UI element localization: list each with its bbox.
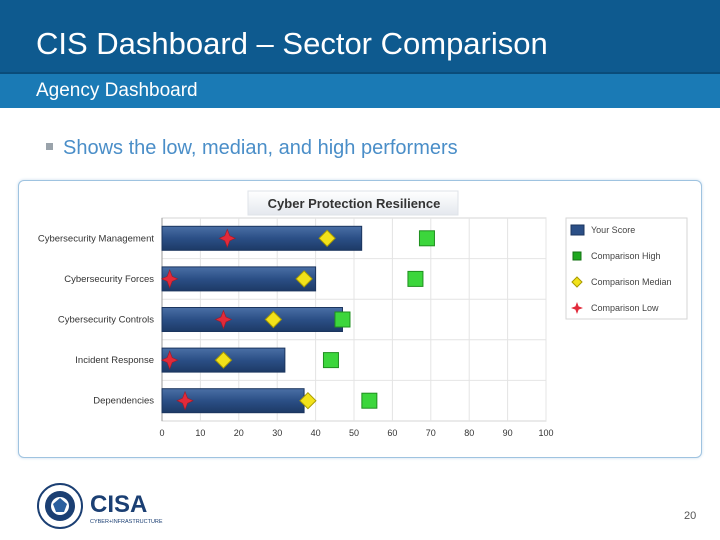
legend-box (565, 217, 688, 320)
legend-icon-comparison-median (571, 276, 583, 288)
chart-legend: Your Score Comparison High Comparison Medi… (565, 217, 688, 320)
marker-comparison-low (160, 350, 179, 370)
y-category-label: Dependencies (93, 396, 154, 407)
marker-comparison-low (176, 390, 194, 411)
x-tick-label: 60 (387, 428, 397, 438)
marker-comparison-median (264, 310, 283, 329)
bullet-text: Shows the low, median, and high performe… (63, 137, 458, 159)
y-category-label: Incident Response (75, 355, 154, 366)
y-category-label: Cybersecurity Management (38, 233, 155, 244)
cisa-logo: CISA CYBER+INFRASTRUCTURE (36, 482, 166, 535)
y-category-label: Cybersecurity Controls (58, 315, 154, 326)
chart-title: Cyber Protection Resilience (268, 196, 441, 211)
x-tick-label: 70 (426, 428, 436, 438)
marker-comparison-median (295, 270, 313, 288)
bar-chart: Cyber Protection Resilience 0 10 20 30 40 50 6… (38, 190, 688, 438)
cisa-subtext: CYBER+INFRASTRUCTURE (90, 519, 163, 525)
bar-your-score (161, 266, 317, 292)
slide-subtitle: Agency Dashboard (36, 80, 198, 101)
marker-comparison-high (322, 352, 339, 369)
marker-comparison-low (214, 309, 233, 330)
marker-comparison-high (418, 230, 435, 247)
x-tick-label: 10 (195, 428, 205, 438)
marker-comparison-median (318, 229, 336, 248)
x-tick-label: 0 (159, 428, 164, 438)
x-tick-label: 80 (464, 428, 474, 438)
marker-comparison-median (299, 391, 317, 410)
slide-title: CIS Dashboard – Sector Comparison (36, 26, 548, 61)
marker-comparison-high (361, 392, 378, 409)
marker-comparison-low (160, 269, 179, 289)
legend-icon-comparison-low (571, 302, 583, 314)
subtitle-bar (0, 74, 720, 108)
x-tick-label: 30 (272, 428, 282, 438)
x-tick-label: 50 (349, 428, 359, 438)
page-number: 20 (684, 510, 697, 522)
x-tick-label: 40 (311, 428, 321, 438)
plot-area: 0 10 20 30 40 50 60 70 80 90 100 Cybersecurity Mana… (38, 217, 554, 438)
cisa-wordmark: CISA (90, 491, 147, 518)
legend-icon-your-score (570, 224, 585, 236)
x-tick-label: 100 (538, 428, 553, 438)
marker-comparison-high (407, 270, 424, 287)
legend-label: Comparison Median (591, 277, 672, 287)
legend-label: Comparison Low (591, 303, 659, 313)
marker-comparison-median (214, 351, 233, 369)
marker-comparison-high (334, 311, 351, 328)
legend-label: Your Score (591, 225, 635, 235)
chart-title-box (247, 190, 459, 216)
x-tick-label: 90 (503, 428, 513, 438)
title-bar (0, 0, 720, 74)
x-tick-label: 20 (234, 428, 244, 438)
marker-comparison-low (218, 228, 237, 249)
bullet-item: Shows the low, median, and high performe… (46, 137, 458, 160)
bullet-square-icon (46, 143, 53, 151)
legend-label: Comparison High (591, 251, 661, 261)
bar-your-score (161, 307, 343, 332)
legend-icon-comparison-high (572, 251, 582, 261)
y-category-label: Cybersecurity Forces (64, 274, 154, 285)
